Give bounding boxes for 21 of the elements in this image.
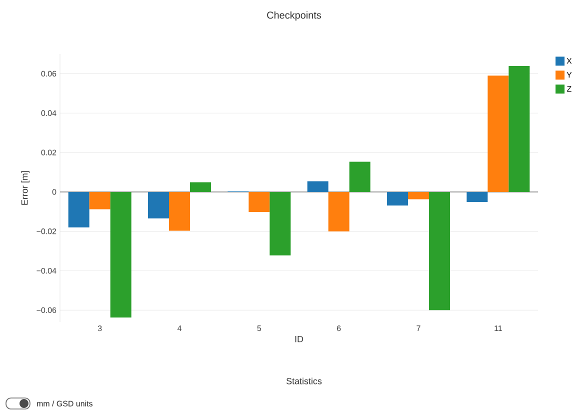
x-axis-title: ID xyxy=(295,336,304,342)
bar xyxy=(408,192,430,200)
bar xyxy=(387,192,408,206)
bar xyxy=(169,192,190,231)
bar xyxy=(429,192,450,310)
bar xyxy=(328,192,350,232)
text: Statistics xyxy=(286,378,322,384)
bar xyxy=(89,192,110,210)
bar xyxy=(248,192,270,212)
bar xyxy=(488,76,509,192)
bar xyxy=(110,192,132,318)
bar xyxy=(270,192,291,256)
y-axis-title: Error [m] xyxy=(21,171,30,205)
bar xyxy=(190,182,212,192)
bar xyxy=(349,162,370,192)
bar xyxy=(508,66,530,192)
bar xyxy=(68,192,90,228)
bar xyxy=(307,181,328,192)
chart-title: Checkpoints xyxy=(267,11,322,21)
bar xyxy=(148,192,170,218)
bar xyxy=(466,192,488,202)
